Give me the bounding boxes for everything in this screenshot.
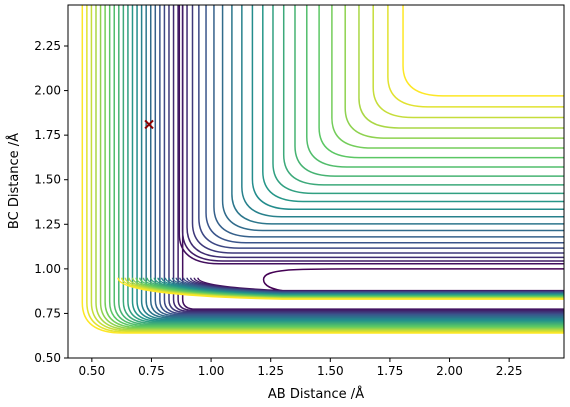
contour-line bbox=[81, 5, 564, 334]
x-tick-label: 1.50 bbox=[317, 364, 344, 378]
y-axis-ticks: 0.50 0.75 1.00 1.25 1.50 1.75 2.00 2.25 bbox=[34, 39, 68, 365]
x-tick-label: 1.00 bbox=[198, 364, 225, 378]
x-tick-label: 1.25 bbox=[257, 364, 284, 378]
y-tick-label: 0.50 bbox=[34, 351, 61, 365]
y-tick-label: 1.50 bbox=[34, 173, 61, 187]
x-axis-label: AB Distance /Å bbox=[268, 386, 364, 402]
y-tick-label: 2.00 bbox=[34, 84, 61, 98]
y-tick-label: 0.75 bbox=[34, 306, 61, 320]
x-tick-label: 2.00 bbox=[436, 364, 463, 378]
y-tick-label: 1.75 bbox=[34, 128, 61, 142]
x-tick-label: 0.50 bbox=[78, 364, 105, 378]
marker-layer bbox=[144, 119, 154, 130]
y-axis-label: BC Distance /Å bbox=[6, 133, 22, 229]
start-point-marker bbox=[144, 119, 154, 130]
y-tick-label: 1.00 bbox=[34, 262, 61, 276]
y-tick-label: 2.25 bbox=[34, 39, 61, 53]
x-tick-label: 1.75 bbox=[377, 364, 404, 378]
y-tick-label: 1.25 bbox=[34, 217, 61, 231]
plot-frame bbox=[67, 4, 565, 359]
contour-lines bbox=[81, 5, 564, 334]
x-tick-label: 0.75 bbox=[138, 364, 165, 378]
x-tick-label: 2.25 bbox=[496, 364, 523, 378]
x-axis-ticks: 0.50 0.75 1.00 1.25 1.50 1.75 2.00 2.25 bbox=[78, 358, 523, 378]
